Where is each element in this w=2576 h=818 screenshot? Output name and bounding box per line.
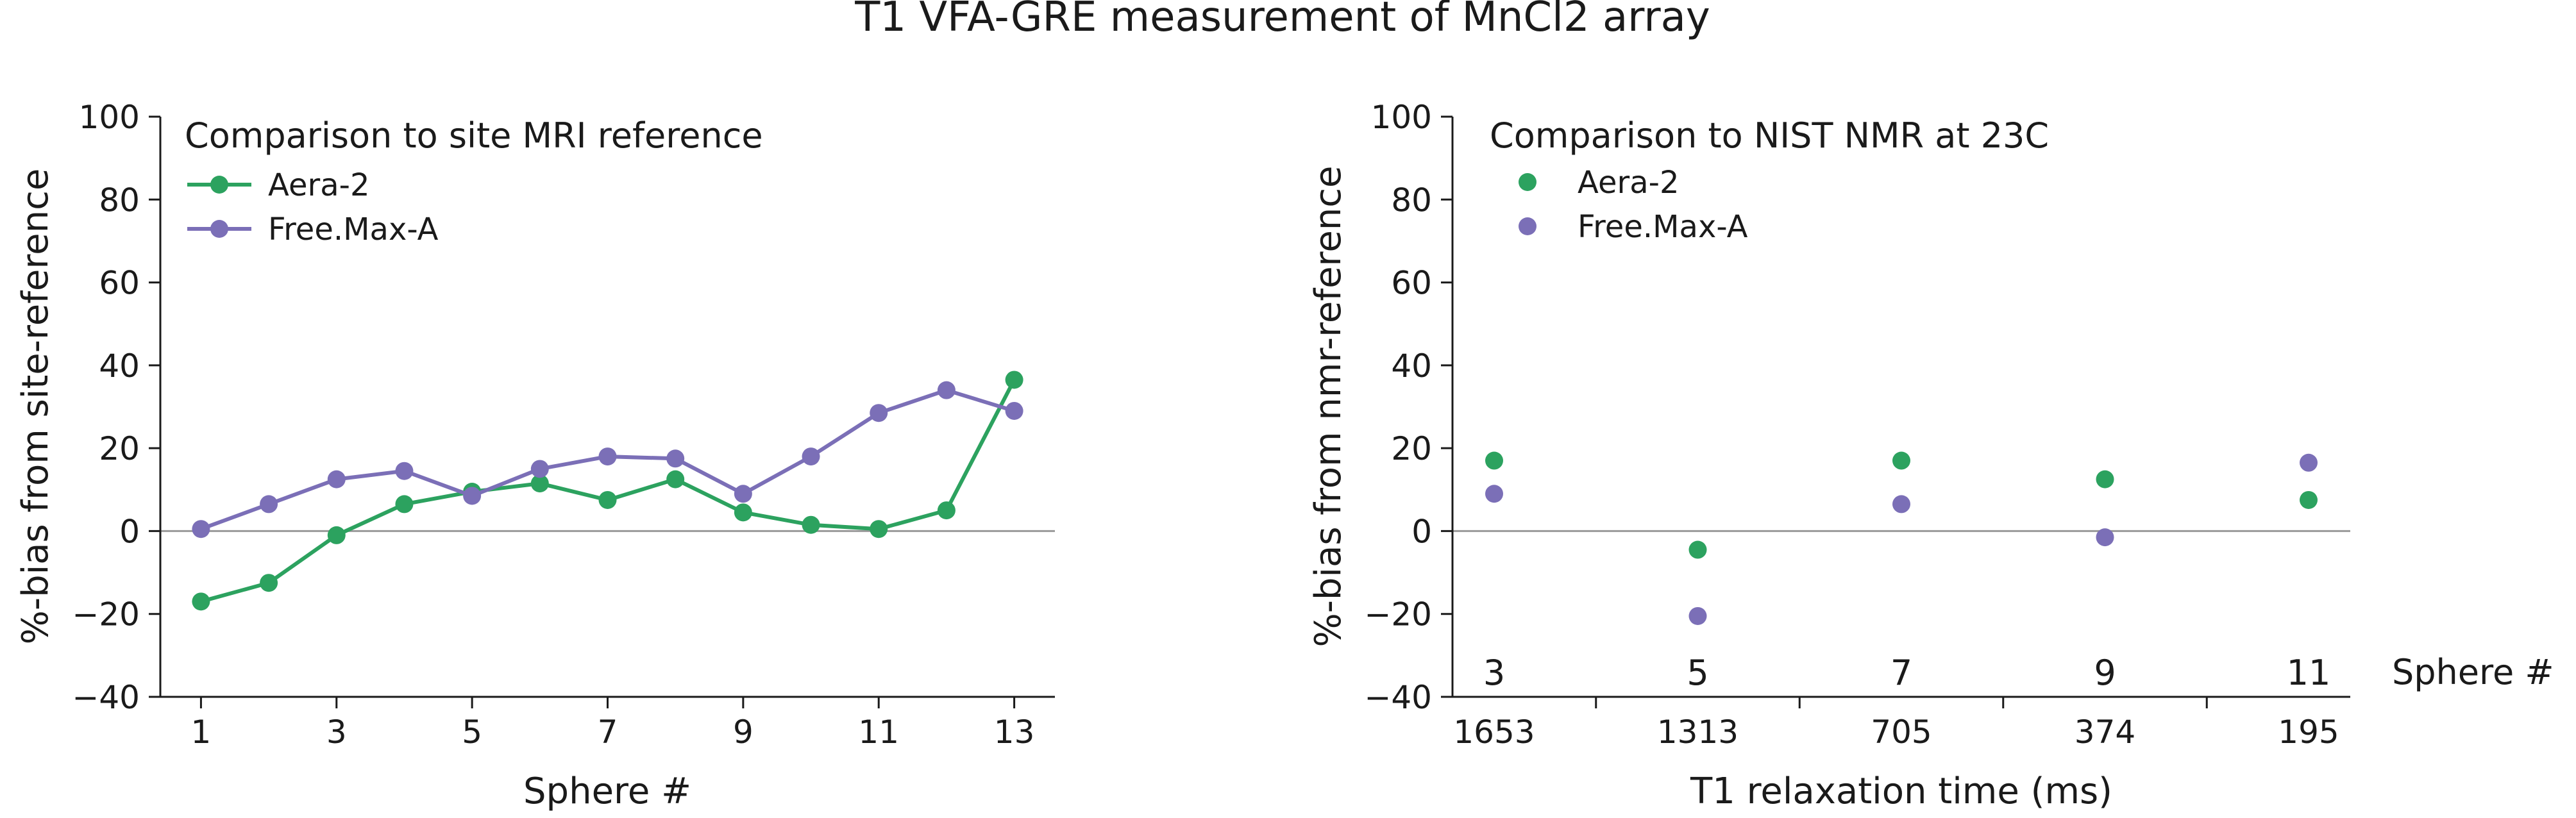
right-legend-marker-freemax (1519, 217, 1536, 235)
right-point-free-max-a (1688, 606, 1707, 625)
right-x-tick-label: 374 (2075, 714, 2135, 751)
right-legend-label-freemax: Free.Max-A (1578, 209, 1748, 245)
right-y-tick-label: 0 (1411, 513, 1432, 550)
right-ticks: −40 −20 0 20 40 60 80 100 1653 1313 705 374 195 3 5 7 9 1… (1364, 99, 2339, 751)
right-legend-title: Comparison to NIST NMR at 23C (1490, 115, 2049, 156)
left-x-tick-label: 1 (191, 714, 212, 751)
left-legend-marker-freemax (210, 220, 228, 238)
left-legend-label-freemax: Free.Max-A (268, 212, 439, 247)
right-x-tick-label: 195 (2278, 714, 2339, 751)
left-y-tick-label: 0 (119, 513, 140, 550)
right-sphere-label: 9 (2094, 653, 2116, 693)
left-point-aera-2 (530, 474, 549, 493)
left-point-aera-2 (870, 520, 888, 538)
left-y-tick-label: −40 (72, 679, 140, 716)
right-sphere-label: 3 (1483, 653, 1505, 693)
left-point-aera-2 (395, 495, 414, 513)
left-point-free-max-a (260, 495, 278, 513)
left-y-axis-label: %-bias from site-reference (15, 169, 56, 645)
left-point-aera-2 (327, 526, 346, 544)
left-point-aera-2 (1005, 371, 1023, 389)
right-legend-marker-aera (1519, 173, 1536, 191)
right-point-aera-2 (1688, 540, 1707, 559)
right-point-free-max-a (2300, 453, 2318, 472)
left-point-free-max-a (192, 520, 210, 538)
left-y-tick-label: 60 (99, 265, 140, 302)
right-point-free-max-a (2096, 528, 2114, 547)
left-point-free-max-a (666, 449, 685, 468)
left-point-aera-2 (666, 470, 685, 488)
right-legend: Comparison to NIST NMR at 23C Aera-2 Fre… (1490, 115, 2049, 245)
left-point-free-max-a (802, 447, 820, 466)
left-point-free-max-a (1005, 401, 1023, 420)
left-point-free-max-a (598, 447, 617, 466)
left-legend: Comparison to site MRI reference Aera-2 … (185, 115, 763, 247)
right-secondary-x-label: Sphere # (2392, 652, 2554, 692)
left-point-aera-2 (192, 592, 210, 611)
left-y-tick-label: −20 (72, 596, 140, 633)
left-x-axis-label: Sphere # (523, 771, 691, 812)
right-y-tick-label: 60 (1391, 265, 1432, 302)
left-legend-label-aera: Aera-2 (268, 167, 370, 203)
left-y-tick-label: 80 (99, 181, 140, 219)
left-legend-title: Comparison to site MRI reference (185, 115, 763, 156)
left-point-free-max-a (530, 460, 549, 478)
left-legend-marker-aera (210, 176, 228, 194)
left-point-free-max-a (734, 485, 752, 503)
left-x-tick-label: 7 (598, 714, 618, 751)
right-plot-marks (1452, 451, 2350, 625)
left-point-free-max-a (870, 404, 888, 422)
right-point-free-max-a (1485, 485, 1503, 503)
right-y-tick-label: 80 (1391, 181, 1432, 219)
left-x-tick-label: 5 (462, 714, 482, 751)
left-point-free-max-a (937, 381, 955, 399)
right-y-tick-label: 40 (1391, 347, 1432, 385)
right-sphere-label: 5 (1687, 653, 1708, 693)
left-point-free-max-a (327, 470, 346, 488)
left-y-tick-label: 40 (99, 347, 140, 385)
figure-title: T1 VFA-GRE measurement of MnCl2 array (854, 0, 1710, 41)
left-point-free-max-a (395, 462, 414, 480)
right-point-free-max-a (1892, 495, 1910, 513)
left-plot-marks (160, 371, 1055, 611)
right-point-aera-2 (1485, 451, 1503, 470)
left-point-aera-2 (260, 574, 278, 592)
left-point-aera-2 (598, 490, 617, 509)
left-y-tick-label: 20 (99, 430, 140, 467)
left-point-aera-2 (802, 515, 820, 534)
right-legend-label-aera: Aera-2 (1578, 165, 1679, 201)
right-sphere-label: 7 (1890, 653, 1912, 693)
left-series-line-aera-2 (200, 379, 1016, 604)
right-point-aera-2 (2096, 470, 2114, 488)
right-y-tick-label: 20 (1391, 430, 1432, 467)
left-point-aera-2 (734, 503, 752, 522)
right-x-tick-label: 1653 (1453, 714, 1535, 751)
right-y-tick-label: −20 (1364, 596, 1432, 633)
left-point-free-max-a (463, 487, 482, 505)
right-y-tick-label: −40 (1364, 679, 1432, 716)
right-sphere-label: 11 (2287, 653, 2331, 693)
right-y-axis-label: %-bias from nmr-reference (1308, 165, 1349, 647)
right-x-tick-label: 1313 (1657, 714, 1738, 751)
left-x-tick-label: 3 (326, 714, 347, 751)
left-x-tick-label: 9 (733, 714, 753, 751)
right-y-tick-label: 100 (1371, 99, 1432, 136)
left-y-tick-label: 100 (79, 99, 140, 136)
right-point-aera-2 (2300, 490, 2318, 509)
left-x-tick-label: 13 (994, 714, 1035, 751)
left-x-tick-label: 11 (858, 714, 899, 751)
left-point-aera-2 (937, 501, 955, 520)
right-point-aera-2 (1892, 451, 1910, 470)
right-x-tick-label: 705 (1871, 714, 1932, 751)
right-x-axis-label: T1 relaxation time (ms) (1690, 771, 2112, 812)
panel-nmr-reference: −40 −20 0 20 40 60 80 100 1653 1313 705 374 195 3 5 7 9 1… (1308, 99, 2554, 812)
